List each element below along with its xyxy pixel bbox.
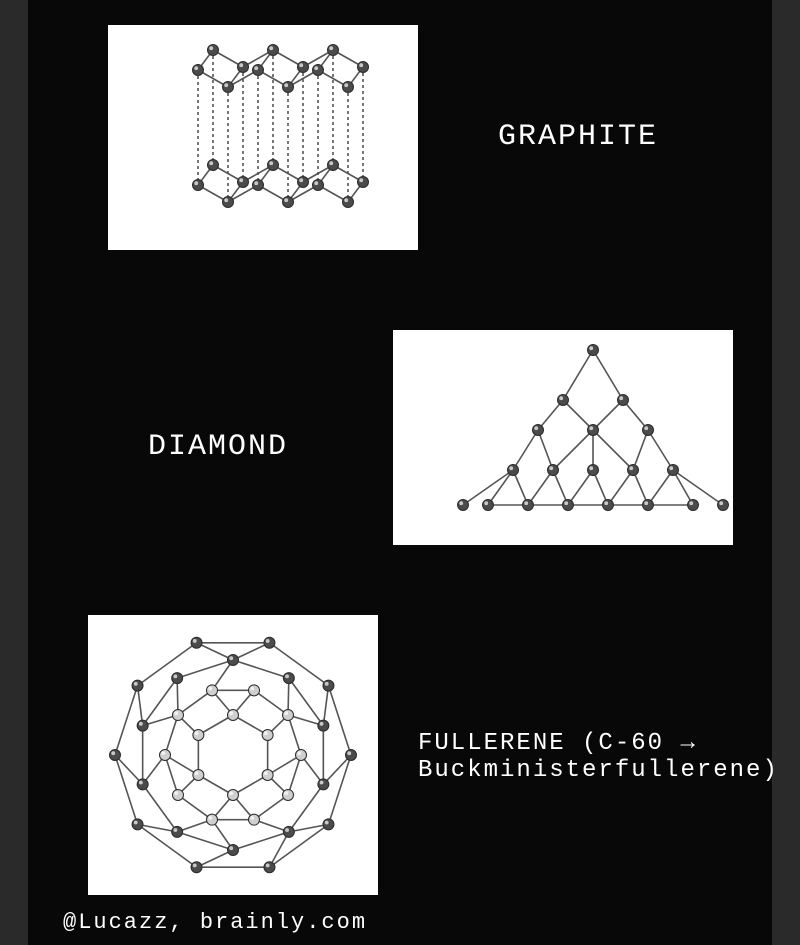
diamond-diagram xyxy=(393,330,733,545)
graphite-label: GRAPHITE xyxy=(498,120,658,154)
attribution-text: @Lucazz, brainly.com xyxy=(63,910,367,935)
diamond-label: DIAMOND xyxy=(148,430,288,464)
fullerene-structure-panel xyxy=(88,615,378,895)
diamond-structure-panel xyxy=(393,330,733,545)
graphite-diagram xyxy=(108,25,418,250)
side-bar-right xyxy=(772,0,800,945)
side-bar-left xyxy=(0,0,28,945)
graphite-structure-panel xyxy=(108,25,418,250)
infographic-canvas: GRAPHITE DIAMOND FULLERENE (C-60 → Buckm… xyxy=(28,0,772,945)
fullerene-label: FULLERENE (C-60 → Buckministerfullerene) xyxy=(418,730,779,784)
fullerene-diagram xyxy=(88,615,378,895)
